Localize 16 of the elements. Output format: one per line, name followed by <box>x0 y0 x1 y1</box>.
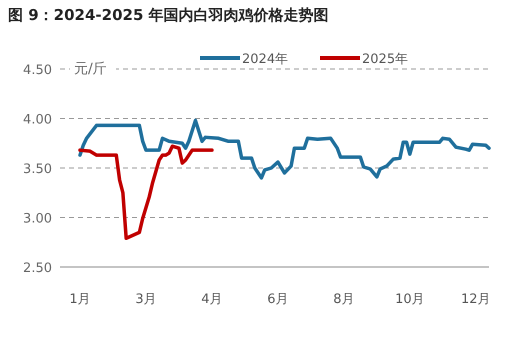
x-tick-label: 6月 <box>267 292 289 307</box>
y-axis-title: 元/斤 <box>74 61 107 77</box>
y-tick-label: 4.00 <box>23 112 52 128</box>
x-tick-label: 4月 <box>201 292 223 307</box>
x-tick-label: 8月 <box>333 292 355 307</box>
y-tick-label: 4.50 <box>23 63 52 78</box>
x-tick-label: 12月 <box>461 292 491 307</box>
legend-label: 2025年 <box>362 52 408 67</box>
x-tick-label: 10月 <box>395 292 425 307</box>
legend-label: 2024年 <box>242 52 288 67</box>
y-tick-label: 2.50 <box>23 261 52 276</box>
x-tick-label: 3月 <box>135 292 157 307</box>
y-tick-label: 3.00 <box>23 212 52 226</box>
y-tick-label: 3.50 <box>23 162 52 177</box>
x-tick-label: 1月 <box>69 292 91 307</box>
chart-title: 图 9：2024-2025 年国内白羽肉鸡价格走势图 <box>8 6 329 24</box>
